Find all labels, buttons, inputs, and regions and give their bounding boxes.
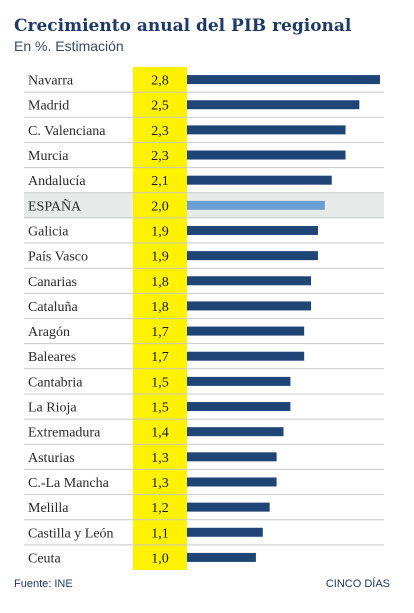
data-label: 2,0: [151, 199, 169, 214]
bar-highlight: [187, 200, 325, 210]
category-label: Andalucía: [28, 174, 86, 189]
bar: [187, 251, 318, 261]
data-label: 1,8: [151, 300, 169, 315]
bar: [187, 527, 263, 537]
category-label: Ceuta: [28, 551, 61, 566]
category-label: Madrid: [28, 99, 69, 114]
category-label: Aragón: [28, 325, 70, 340]
data-label: 1,5: [151, 401, 169, 416]
category-label: Navarra: [28, 74, 74, 89]
chart-subtitle: En %. Estimación: [14, 38, 124, 54]
data-label: 1,0: [151, 551, 169, 566]
category-label: País Vasco: [28, 250, 88, 265]
bar: [187, 225, 318, 235]
bar: [187, 125, 346, 135]
category-label: Galicia: [28, 224, 69, 239]
category-label: Castilla y León: [28, 526, 114, 541]
category-label: Murcia: [28, 149, 69, 164]
bar: [187, 552, 256, 562]
chart-title: Crecimiento anual del PIB regional: [14, 16, 352, 36]
bar: [187, 502, 270, 512]
data-label: 2,3: [151, 149, 169, 164]
bar: [187, 351, 305, 361]
data-label: 2,3: [151, 124, 169, 139]
data-label: 1,8: [151, 275, 169, 290]
data-label: 1,9: [151, 224, 169, 239]
source-note: Fuente: INE: [14, 578, 73, 590]
bar: [187, 276, 312, 286]
category-label: Baleares: [28, 350, 76, 365]
category-label: Cantabria: [28, 375, 83, 390]
bar: [187, 452, 277, 462]
data-label: 1,2: [151, 501, 169, 516]
data-label: 1,4: [151, 426, 169, 441]
bar: [187, 376, 291, 386]
category-label: ESPAÑA: [28, 198, 82, 214]
bar: [187, 301, 312, 311]
bar: [187, 427, 284, 437]
data-label: 2,5: [151, 99, 169, 114]
category-label: Melilla: [28, 501, 69, 516]
bar: [187, 150, 346, 160]
bar: [187, 477, 277, 487]
category-label: Canarias: [28, 275, 77, 290]
bar: [187, 75, 380, 85]
data-label: 1,3: [151, 451, 169, 466]
data-label: 1,7: [151, 350, 169, 365]
data-label: 2,1: [151, 174, 169, 189]
data-label: 1,5: [151, 375, 169, 390]
category-label: Cataluña: [28, 300, 79, 315]
category-label: C. Valenciana: [28, 124, 106, 139]
bar: [187, 402, 291, 412]
data-label: 2,8: [151, 74, 169, 89]
data-label: 1,3: [151, 476, 169, 491]
category-label: C.-La Mancha: [28, 476, 110, 491]
category-label: Asturias: [28, 451, 75, 466]
bar: [187, 326, 305, 336]
data-label: 1,1: [151, 526, 169, 541]
category-label: Extremadura: [28, 426, 101, 441]
data-label: 1,7: [151, 325, 169, 340]
category-label: La Rioja: [28, 401, 77, 416]
data-label: 1,9: [151, 250, 169, 265]
brand-label: CINCO DÍAS: [325, 578, 390, 590]
bar: [187, 100, 360, 110]
bar: [187, 175, 332, 185]
